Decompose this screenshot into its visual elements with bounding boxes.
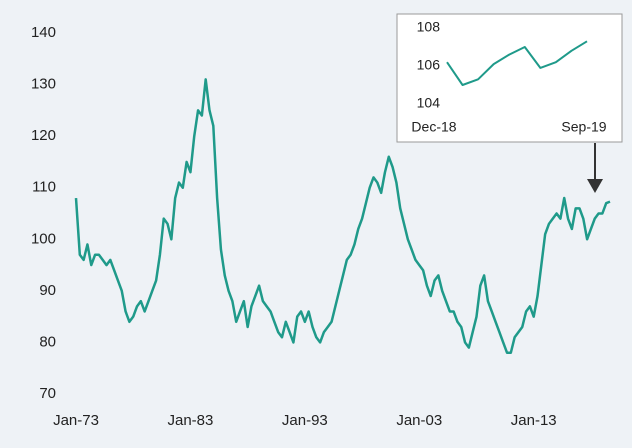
x-tick-label: Jan-83 — [167, 412, 213, 429]
y-tick-label: 80 — [39, 333, 56, 350]
y-tick-label: 108 — [417, 19, 441, 35]
arrow-head — [587, 179, 603, 193]
inset-frame — [396, 13, 623, 143]
x-tick-label: Jan-13 — [511, 412, 557, 429]
y-tick-label: 104 — [417, 95, 441, 111]
x-tick-label: Jan-03 — [396, 412, 442, 429]
y-tick-label: 90 — [39, 282, 56, 299]
x-tick-label: Jan-73 — [53, 412, 99, 429]
y-tick-label: 120 — [31, 127, 56, 144]
main-plot: 70 80 90 100 110 120 130 140 Jan-73 Jan-83 Jan-93 J… — [31, 24, 611, 429]
series-line — [446, 40, 588, 86]
y-tick-label: 70 — [39, 385, 56, 402]
inset-plot: 104 106 108 Dec-18 Sep-19 — [411, 19, 606, 135]
x-tick-label: Jan-93 — [282, 412, 328, 429]
series-line — [74, 78, 611, 354]
y-tick-label: 106 — [417, 57, 441, 73]
y-tick-label: 140 — [31, 24, 56, 41]
y-tick-label: 100 — [31, 230, 56, 247]
x-tick-label: Sep-19 — [561, 119, 606, 135]
y-tick-label: 110 — [32, 179, 56, 196]
y-tick-label: 130 — [31, 76, 56, 93]
x-tick-label: Dec-18 — [411, 119, 456, 135]
